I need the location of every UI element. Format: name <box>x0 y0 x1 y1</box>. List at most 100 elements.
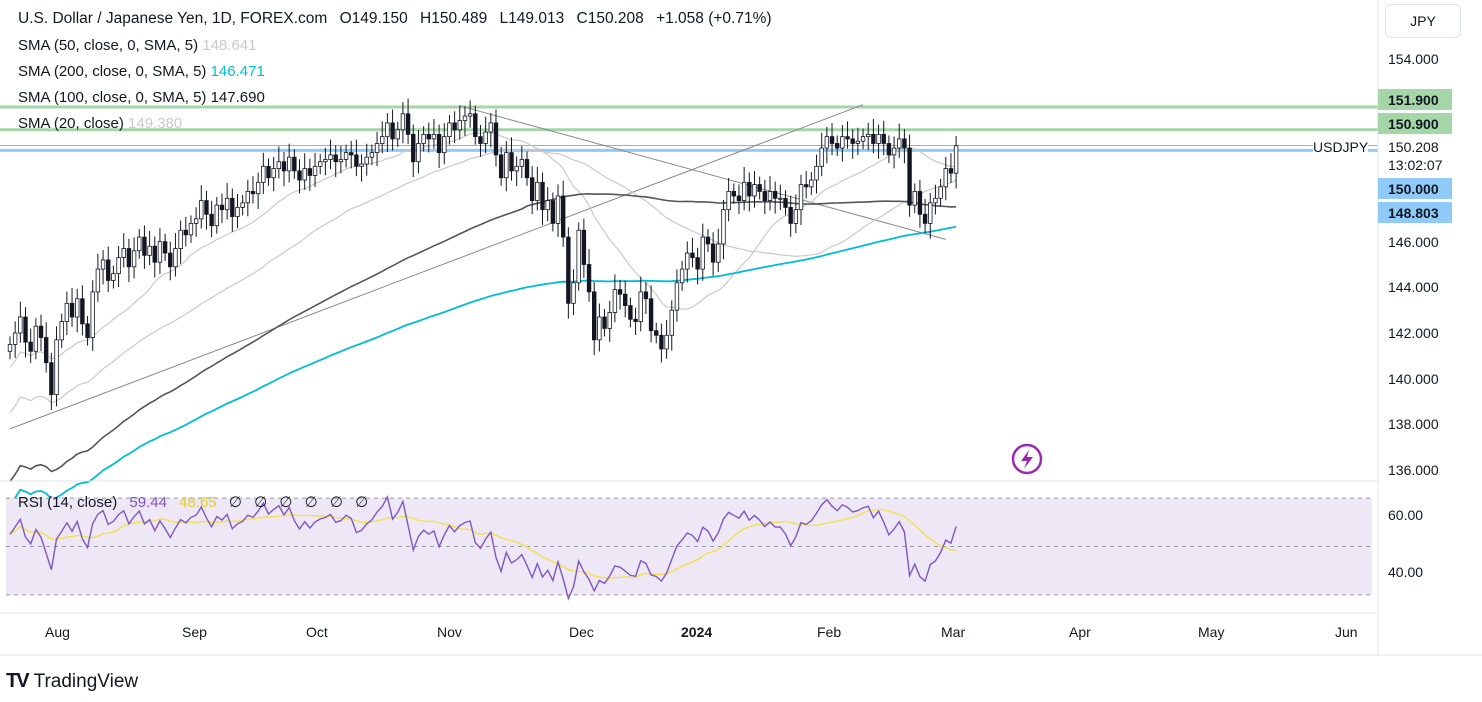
ohlc-change: +1.058 (+0.71%) <box>656 10 772 27</box>
candle-body <box>488 122 494 133</box>
price-pane[interactable] <box>0 98 1378 505</box>
y-tick: 146.000 <box>1388 234 1439 250</box>
candle-body <box>752 184 757 197</box>
tradingview-logo[interactable]: TV TradingView <box>6 670 138 693</box>
resistance-tag-2[interactable]: 150.900 <box>1378 113 1452 134</box>
support-tag-1[interactable]: 150.000 <box>1378 178 1452 199</box>
y-tick: 136.000 <box>1388 462 1439 478</box>
trend-line <box>9 104 864 430</box>
candle-body <box>137 236 142 252</box>
rsi-line <box>9 494 957 601</box>
indicator-value: 146.471 <box>210 63 265 80</box>
indicator-value: 148.641 <box>202 37 257 54</box>
candle-body <box>576 229 581 284</box>
candle-body <box>917 191 923 215</box>
candle-body <box>59 321 64 341</box>
indicator-label: SMA (20, close) <box>18 115 124 132</box>
candle-body <box>643 291 649 300</box>
support-tag-2[interactable]: 148.803 <box>1378 202 1452 223</box>
x-tick: Apr <box>1069 624 1091 640</box>
candle-body <box>835 143 840 149</box>
candle-body <box>638 291 643 322</box>
candle-body <box>648 298 654 332</box>
candle-body <box>705 236 711 245</box>
candle-body <box>695 257 700 270</box>
candle-body <box>131 250 137 268</box>
lightning-icon[interactable] <box>1011 443 1043 475</box>
candle-body <box>85 323 90 338</box>
candle-body <box>261 165 266 183</box>
candle-body <box>421 133 426 144</box>
indicator-legend-sma50[interactable]: SMA (50, close, 0, SMA, 5) 148.641 <box>18 37 256 54</box>
candle-body <box>736 195 742 201</box>
rsi-value: 59.44 <box>129 494 167 511</box>
ohlc-high: H150.489 <box>420 10 488 27</box>
candle-body <box>467 113 473 117</box>
candle-body <box>922 213 928 224</box>
candle-body <box>12 332 18 345</box>
indicator-label: SMA (100, close, 0, SMA, 5) <box>18 89 207 106</box>
indicator-legend-sma200[interactable]: SMA (200, close, 0, SMA, 5) 146.471 <box>18 63 265 80</box>
y-tick: 140.000 <box>1388 371 1439 387</box>
candle-body <box>778 197 783 200</box>
candle-body <box>69 302 75 318</box>
sma50-line <box>9 149 957 414</box>
tradingview-logo-icon: TV <box>6 670 30 692</box>
candle-body <box>354 154 359 167</box>
candle-body <box>612 289 618 313</box>
candle-body <box>426 133 431 140</box>
candle-body <box>824 136 830 149</box>
candle-body <box>204 200 209 215</box>
currency-button[interactable]: JPY <box>1385 4 1461 38</box>
candle-body <box>928 202 933 224</box>
y-tick: 154.000 <box>1388 51 1439 67</box>
x-tick: Dec <box>569 624 594 640</box>
candle-body <box>850 138 855 144</box>
candle-body <box>860 136 866 142</box>
candle-body <box>302 168 307 181</box>
indicator-legend-sma20[interactable]: SMA (20, close) 149.380 <box>18 115 182 132</box>
rsi-label: RSI (14, close) <box>18 494 118 511</box>
candle-body <box>741 181 747 201</box>
candle-body <box>374 143 380 154</box>
candle-body <box>498 154 504 179</box>
candle-body <box>199 200 204 220</box>
candle-body <box>442 136 447 154</box>
resistance-tag-1[interactable]: 151.900 <box>1378 89 1452 110</box>
candle-body <box>54 339 59 396</box>
rsi-null: ∅ <box>254 494 268 511</box>
indicator-value: 149.380 <box>128 115 183 132</box>
candle-body <box>106 259 111 281</box>
candle-body <box>747 181 752 197</box>
candle-body <box>493 122 499 156</box>
rsi-pane[interactable] <box>6 494 1372 601</box>
rsi-null: ∅ <box>304 494 318 511</box>
symbol-title[interactable]: U.S. Dollar / Japanese Yen, 1D, FOREX.co… <box>18 10 328 27</box>
candle-body <box>281 161 287 172</box>
candle-body <box>121 248 126 259</box>
candle-body <box>819 147 824 167</box>
rsi-legend[interactable]: RSI (14, close) 59.44 48.65 ∅ ∅ ∅ ∅ ∅ ∅ <box>18 493 376 511</box>
ohlc-low: L149.013 <box>499 10 565 27</box>
candle-body <box>845 136 850 140</box>
candle-body <box>297 170 302 181</box>
candle-body <box>193 218 199 224</box>
candle-body <box>116 257 121 275</box>
candle-body <box>142 236 147 256</box>
y-tick: 144.000 <box>1388 279 1439 295</box>
candle-body <box>581 229 587 265</box>
candle-body <box>912 191 917 206</box>
candle-body <box>555 195 561 224</box>
indicator-legend-sma100[interactable]: SMA (100, close, 0, SMA, 5) 147.690 <box>18 89 265 106</box>
candle-body <box>902 138 907 149</box>
candle-body <box>338 159 344 163</box>
candle-body <box>111 273 116 281</box>
candle-body <box>540 181 545 211</box>
candle-body <box>571 282 576 304</box>
candle-body <box>628 305 633 320</box>
candle-body <box>478 136 483 144</box>
candle-body <box>726 191 731 211</box>
candle-body <box>209 213 214 227</box>
candle-body <box>436 133 442 154</box>
